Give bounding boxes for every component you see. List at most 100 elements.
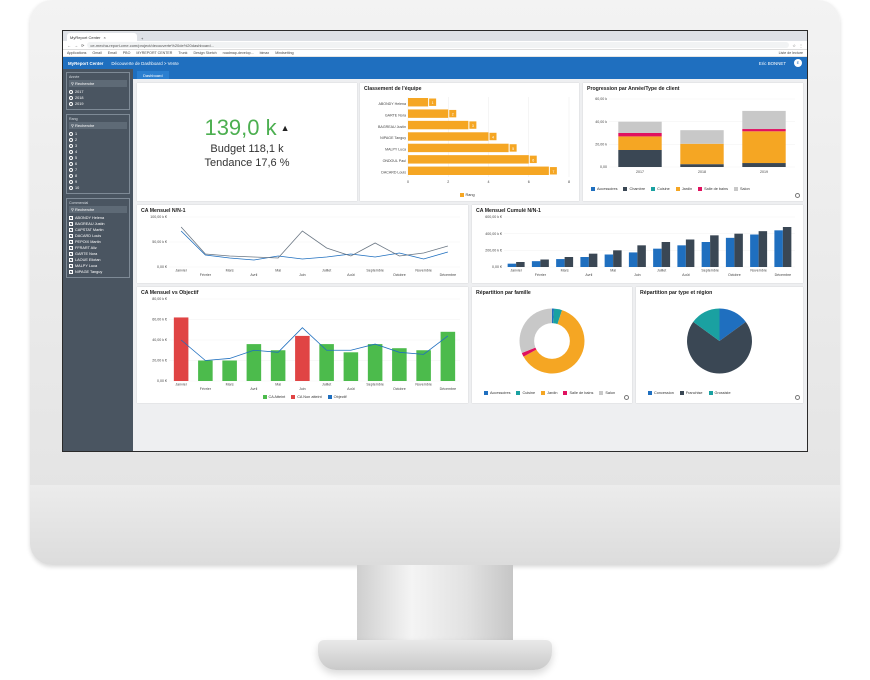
filter-option[interactable]: ✓ FFRART Aliz	[69, 245, 127, 251]
star-icon[interactable]: ☆	[792, 42, 796, 48]
bar[interactable]	[677, 245, 686, 267]
tab-dashboard[interactable]: Dashboard	[137, 71, 169, 79]
checkbox[interactable]: ✓	[69, 252, 73, 256]
bar[interactable]	[564, 257, 574, 267]
stacked-bar-segment[interactable]	[618, 133, 662, 137]
radio-button[interactable]	[69, 132, 73, 136]
stacked-bar-segment[interactable]	[618, 136, 662, 150]
bar[interactable]	[750, 234, 759, 268]
bar[interactable]	[222, 360, 237, 382]
close-icon[interactable]: ×	[103, 34, 106, 40]
stacked-bar-segment[interactable]	[742, 110, 786, 130]
bar[interactable]	[782, 227, 792, 267]
settings-icon[interactable]	[795, 395, 800, 400]
bookmark-item[interactable]: PBO	[122, 51, 131, 55]
bar[interactable]	[685, 239, 695, 268]
stacked-bar-segment[interactable]	[742, 129, 786, 132]
radio-button[interactable]	[69, 162, 73, 166]
bar[interactable]	[604, 254, 614, 268]
back-icon[interactable]: ←	[67, 42, 71, 48]
bar[interactable]	[556, 259, 565, 267]
stacked-bar-segment[interactable]	[680, 164, 724, 167]
bar[interactable]	[758, 231, 768, 267]
bar[interactable]	[416, 350, 431, 381]
bookmark-item[interactable]: Design Sketch	[193, 51, 217, 55]
checkbox[interactable]: ✓	[69, 264, 73, 268]
forward-icon[interactable]: →	[74, 42, 78, 48]
radio-button[interactable]	[69, 174, 73, 178]
bar[interactable]	[628, 252, 638, 267]
filter-option[interactable]: 6	[69, 161, 127, 167]
bar[interactable]	[580, 257, 589, 267]
bar[interactable]	[408, 132, 489, 141]
bar[interactable]	[270, 350, 286, 381]
radio-button[interactable]	[69, 90, 73, 94]
bookmark-item[interactable]: roadmap-develop...	[222, 51, 254, 55]
bar[interactable]	[540, 259, 549, 268]
filter-option[interactable]: ✓ MALPY Luca	[69, 263, 127, 269]
series-line-N-1[interactable]	[180, 226, 448, 259]
radio-button[interactable]	[69, 180, 73, 184]
settings-icon[interactable]	[795, 193, 800, 198]
bar[interactable]	[198, 360, 213, 382]
filter-option[interactable]: ✓ DACARD Louis	[69, 233, 127, 239]
filter-option[interactable]: 3	[69, 143, 127, 149]
bar[interactable]	[637, 245, 646, 267]
radio-button[interactable]	[69, 156, 73, 160]
radio-button[interactable]	[69, 150, 73, 154]
bookmark-item[interactable]: Gmail	[92, 51, 102, 55]
checkbox[interactable]: ✓	[69, 228, 73, 232]
brand-logo[interactable]: MyReport Center	[68, 60, 104, 66]
checkbox[interactable]: ✓	[69, 270, 73, 274]
radio-button[interactable]	[69, 102, 73, 106]
radio-button[interactable]	[69, 138, 73, 142]
breadcrumb[interactable]: Découverte de Dashboard > Vente	[111, 60, 179, 66]
bar[interactable]	[343, 352, 359, 381]
browser-tab[interactable]: MyReport Center ×	[67, 33, 137, 41]
bar[interactable]	[319, 344, 334, 381]
bar[interactable]	[408, 98, 429, 107]
bar[interactable]	[661, 242, 671, 267]
stacked-bar-segment[interactable]	[742, 163, 786, 167]
bookmark-item[interactable]: Mindsetting	[275, 51, 294, 55]
radio-button[interactable]	[69, 96, 73, 100]
bookmark-item[interactable]: Trunk	[178, 51, 188, 55]
checkbox[interactable]: ✓	[69, 246, 73, 250]
checkbox[interactable]: ✓	[69, 240, 73, 244]
checkbox[interactable]: ✓	[69, 222, 73, 226]
filter-option[interactable]: ✓ ABONDY Helena	[69, 215, 127, 221]
filter-option[interactable]: ✓ GARTE Nora	[69, 251, 127, 257]
bookmark-item[interactable]: MYREPORT CENTER	[136, 51, 173, 55]
settings-icon[interactable]	[624, 395, 629, 400]
bar[interactable]	[516, 262, 525, 267]
menu-icon[interactable]: ⋮	[799, 42, 803, 48]
filter-option[interactable]: ✓ PEPOIX Martin	[69, 239, 127, 245]
bookmark-item[interactable]: Applications	[67, 51, 87, 55]
bar[interactable]	[392, 348, 407, 381]
avatar[interactable]: E	[794, 59, 802, 67]
pie-slice[interactable]	[693, 308, 720, 341]
filter-option[interactable]: 4	[69, 149, 127, 155]
filter-option[interactable]: 2019	[69, 101, 127, 107]
stacked-bar-segment[interactable]	[742, 131, 786, 164]
bar[interactable]	[408, 155, 529, 164]
checkbox[interactable]: ✓	[69, 216, 73, 220]
filter-option[interactable]: 2017	[69, 89, 127, 95]
stacked-bar-segment[interactable]	[680, 143, 724, 165]
bar[interactable]	[173, 317, 189, 381]
bookmark-item[interactable]: Email	[107, 51, 117, 55]
filter-option[interactable]: 8	[69, 173, 127, 179]
filter-option[interactable]: 1	[69, 131, 127, 137]
objectif-line[interactable]	[180, 327, 449, 361]
bar[interactable]	[408, 143, 509, 153]
filter-search[interactable]: ⚲ Recherche	[69, 80, 127, 87]
stacked-bar-segment[interactable]	[680, 130, 724, 144]
filter-option[interactable]: 7	[69, 167, 127, 173]
bar[interactable]	[246, 344, 262, 381]
stacked-bar-segment[interactable]	[618, 150, 662, 167]
filter-option[interactable]: 2018	[69, 95, 127, 101]
filter-option[interactable]: 5	[69, 155, 127, 161]
filter-search[interactable]: ⚲ Recherche	[69, 206, 127, 213]
bar[interactable]	[367, 344, 383, 381]
filter-option[interactable]: 2	[69, 137, 127, 143]
